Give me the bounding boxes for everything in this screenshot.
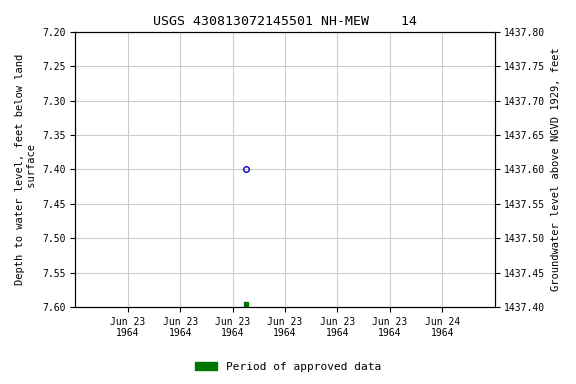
Title: USGS 430813072145501 NH-MEW    14: USGS 430813072145501 NH-MEW 14 xyxy=(153,15,417,28)
Legend: Period of approved data: Period of approved data xyxy=(191,358,385,377)
Y-axis label: Groundwater level above NGVD 1929, feet: Groundwater level above NGVD 1929, feet xyxy=(551,48,561,291)
Y-axis label: Depth to water level, feet below land
 surface: Depth to water level, feet below land su… xyxy=(15,54,37,285)
